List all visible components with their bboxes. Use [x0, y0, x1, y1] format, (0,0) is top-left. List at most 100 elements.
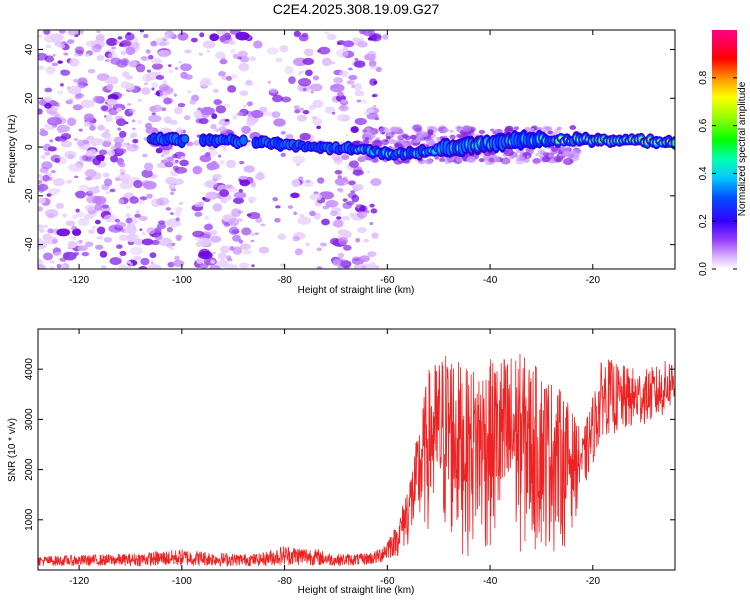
heatmap-cell: [562, 150, 571, 157]
x-tick-label: -120: [69, 576, 89, 587]
heatmap-cell: [424, 158, 433, 165]
heatmap-cell: [60, 133, 72, 140]
heatmap-cell: [77, 245, 88, 252]
heatmap-cell: [367, 37, 373, 41]
heatmap-cell: [359, 255, 370, 263]
heatmap-cell: [233, 197, 245, 204]
heatmap-cell: [151, 239, 161, 246]
heatmap-cell: [164, 161, 174, 168]
heatmap-cell: [50, 170, 56, 173]
heatmap-cell: [107, 52, 118, 59]
heatmap-cell: [312, 117, 323, 126]
heatmap-cell: [183, 115, 191, 121]
heatmap-cell: [106, 98, 118, 105]
heatmap-cell: [199, 79, 211, 87]
heatmap-cell: [58, 43, 66, 49]
heatmap-cell: [180, 71, 188, 79]
heatmap-cell: [192, 165, 203, 175]
heatmap-cell: [242, 104, 248, 109]
heatmap-cell: [232, 115, 238, 120]
heatmap-cell: [372, 93, 378, 98]
heatmap-cell: [102, 140, 112, 148]
heatmap-cell: [246, 101, 253, 107]
heatmap-cell: [309, 83, 323, 92]
heatmap-cell: [243, 165, 255, 173]
heatmap-cell: [275, 57, 283, 63]
heatmap-cell: [254, 232, 259, 236]
heatmap-cell: [72, 214, 79, 219]
heatmap-cell: [299, 107, 305, 111]
heatmap-cell: [309, 193, 323, 201]
heatmap-cell: [150, 261, 154, 265]
heatmap-cell: [68, 163, 83, 172]
heatmap-cell: [118, 255, 123, 259]
heatmap-cell: [38, 65, 45, 71]
heatmap-cell: [38, 179, 43, 184]
heatmap-cell: [353, 60, 366, 68]
heatmap-cell: [195, 118, 203, 124]
heatmap-cell: [92, 158, 101, 166]
y-tick-label: 0: [24, 144, 35, 150]
heatmap-cell: [545, 126, 553, 132]
heatmap-cell: [296, 114, 308, 122]
heatmap-cell: [558, 153, 563, 157]
heatmap-cell: [209, 33, 220, 42]
heatmap-cell: [302, 87, 307, 92]
heatmap-cell: [180, 63, 192, 72]
heatmap-cell: [219, 160, 226, 165]
x-tick-label: -80: [277, 576, 292, 587]
heatmap-cell: [391, 131, 396, 135]
heatmap-cell: [137, 120, 143, 124]
heatmap-cell: [228, 217, 240, 227]
heatmap-cell: [151, 104, 163, 113]
heatmap-cell: [118, 42, 124, 47]
x-tick-label: -100: [172, 275, 192, 286]
heatmap-cell: [54, 157, 60, 164]
heatmap-cell: [74, 46, 85, 55]
heatmap-cell: [231, 208, 242, 217]
heatmap-cell: [280, 152, 287, 158]
heatmap-cell: [364, 110, 370, 116]
heatmap-cell: [60, 140, 73, 148]
heatmap-cell: [353, 83, 362, 92]
heatmap-cell: [42, 174, 50, 182]
heatmap-cell: [324, 31, 330, 35]
heatmap-cell: [132, 138, 139, 144]
heatmap-cell: [287, 205, 294, 209]
heatmap-cell: [305, 69, 313, 77]
heatmap-cell: [371, 232, 379, 239]
heatmap-cell: [168, 69, 174, 73]
y-tick-label: -20: [24, 188, 35, 203]
heatmap-cell: [162, 80, 168, 85]
heatmap-cell: [373, 80, 378, 85]
heatmap-cell: [56, 263, 62, 269]
heatmap-cell: [127, 60, 137, 68]
heatmap-cell: [50, 33, 64, 42]
heatmap-cell: [44, 209, 59, 218]
x-tick-label: -40: [483, 576, 498, 587]
heatmap-cell: [38, 263, 46, 269]
heatmap-cell: [155, 75, 165, 80]
heatmap-cell: [229, 246, 235, 251]
heatmap-cell: [410, 134, 417, 140]
heatmap-cell: [154, 227, 162, 233]
heatmap-cell: [354, 117, 367, 126]
heatmap-cell: [174, 255, 180, 261]
x-tick-label: -20: [586, 275, 601, 286]
heatmap-cell: [224, 119, 230, 122]
heatmap-cell: [250, 181, 257, 188]
heatmap-cell: [218, 154, 222, 158]
heatmap-cell: [66, 117, 77, 127]
heatmap-cell: [272, 94, 283, 103]
heatmap-cell: [415, 135, 425, 142]
heatmap-cell: [493, 157, 501, 163]
heatmap-cell: [293, 30, 301, 37]
heatmap-cell: [337, 229, 349, 236]
heatmap-cell: [57, 60, 63, 64]
heatmap-cell: [212, 203, 223, 212]
heatmap-cell: [355, 203, 361, 209]
heatmap-cell: [263, 111, 273, 117]
heatmap-cell: [380, 139, 390, 146]
heatmap-cell: [129, 196, 139, 204]
heatmap-cell: [551, 146, 558, 152]
